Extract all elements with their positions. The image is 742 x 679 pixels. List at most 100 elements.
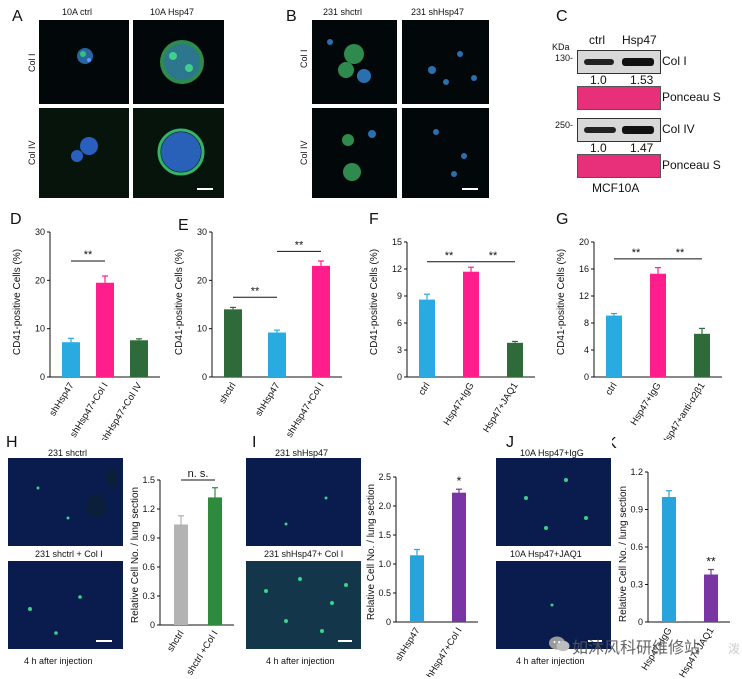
chart-ic-tick-label: 1.5 — [378, 530, 391, 540]
panel-b-col2-label: 231 shHsp47 — [411, 7, 465, 17]
chart-f-tick-label: 0 — [397, 372, 402, 382]
chart-g-y-axis-label: CD41-positive Cells (%) — [556, 249, 567, 355]
chart-d-panel-letter: D — [10, 212, 22, 228]
ponceau-stain-2 — [577, 154, 661, 178]
chart-g-bar — [694, 333, 710, 377]
chart-hc-tick-label: 0 — [150, 620, 155, 630]
chart-ic-tick-label: 2.0 — [378, 501, 391, 511]
blot-label-col4: Col IV — [662, 122, 695, 136]
chart-d-bar — [96, 282, 114, 377]
watermark-side-char: 泼 — [728, 642, 741, 656]
blot-col4 — [577, 118, 661, 142]
chart-hc-tick-label: 0.6 — [142, 562, 155, 572]
chart-d-bar — [130, 340, 148, 377]
chart-ic-bar — [410, 555, 424, 622]
blot-quant-col4-hsp47: 1.47 — [630, 141, 654, 155]
chart-g-tick-label: 12 — [579, 291, 589, 301]
chart-f-tick-label: 12 — [392, 264, 402, 274]
ponceau-label-2: Ponceau S — [662, 158, 721, 172]
blot-quant-col4-ctrl: 1.0 — [590, 141, 607, 155]
marker-130: 130- — [555, 53, 574, 63]
chart-f-tick-label: 15 — [392, 237, 402, 247]
micrograph-a-ctrl-col4 — [39, 108, 129, 198]
watermark-text: 如沐风科研维修站 — [572, 638, 701, 657]
panel-label-i: I — [252, 434, 257, 451]
panel-h-bottom-label: 231 shctrl + Col I — [35, 549, 103, 559]
chart-hc-bar — [174, 524, 188, 625]
chart-kc-y-axis-label: Relative Cell No. / lung section — [618, 486, 629, 622]
chart-ic-y-axis-label: Relative Cell No. / lung section — [366, 484, 377, 620]
chart-f-tick-label: 6 — [397, 318, 402, 328]
chart-e-y-axis-label: CD41-positive Cells (%) — [174, 249, 185, 355]
chart-f-category-label: ctrl — [417, 381, 433, 398]
panel-b-row2-label: Col IV — [299, 140, 309, 165]
chart-kc-tick-label: 0.9 — [630, 505, 643, 515]
chart-e-sig-label: ** — [295, 239, 304, 251]
chart-d-tick-label: 10 — [35, 324, 45, 334]
chart-e-category-label: shHsp47+Col I — [284, 381, 326, 440]
chart-kc-bar — [662, 497, 676, 622]
chart-e-category-label: shHsp47 — [253, 381, 282, 419]
chart-f-y-axis-label: CD41-positive Cells (%) — [369, 249, 380, 355]
chart-f-category-label: Hsp47+IgG — [442, 381, 477, 428]
chart-g-tick-label: 0 — [584, 372, 589, 382]
micrograph-a-ctrl-col1 — [39, 20, 129, 104]
chart-f-bar — [419, 299, 435, 377]
panel-a-col1-label: 10A ctrl — [62, 7, 93, 17]
chart-g-category-label: Hsp47+anti-α2β1 — [660, 381, 708, 440]
panel-b-row1-label: Col I — [299, 49, 309, 68]
chart-g-tick-label: 16 — [579, 264, 589, 274]
chart-d-y-axis-label: CD41-positive Cells (%) — [12, 249, 23, 355]
chart-kc-bar — [704, 574, 718, 622]
chart-e-sig-label: ** — [251, 285, 260, 297]
ponceau-stain-1 — [577, 86, 661, 110]
panel-a-col2-label: 10A Hsp47 — [150, 7, 195, 17]
chart-f-bar — [507, 342, 523, 377]
cell-line-label: MCF10A — [592, 181, 640, 195]
chart-d-tick-label: 0 — [40, 372, 45, 382]
micrograph-b-shctrl-col1 — [312, 20, 397, 104]
chart-e: E 0 10 20 30 CD41-positive Cells (%) shctrl shH… — [174, 217, 342, 440]
chart-e-bar — [268, 332, 286, 377]
chart-d-category-label: shHsp47 — [47, 381, 76, 419]
chart-d-tick-label: 20 — [35, 275, 45, 285]
panel-b-col1-label: 231 shctrl — [323, 7, 363, 17]
chart-g-bar — [606, 315, 622, 377]
chart-f-sig-label: ** — [445, 250, 454, 262]
blot-col-ctrl: ctrl — [589, 33, 605, 47]
chart-ic-bar — [452, 492, 466, 622]
micrograph-b-shhsp47-col4 — [402, 108, 489, 198]
chart-e-category-label: shctrl — [217, 381, 238, 406]
chart-kc-star-label: ** — [706, 555, 716, 569]
chart-g-panel-letter: G — [556, 212, 568, 228]
blot-label-col1: Col I — [662, 54, 687, 68]
chart-hc-tick-label: 1.2 — [142, 504, 155, 514]
marker-250: 250- — [555, 120, 574, 130]
chart-hc-tick-label: 0.9 — [142, 533, 155, 543]
panel-a-row1-label: Col I — [27, 53, 37, 72]
chart-g-category-label: Hsp47+IgG — [629, 381, 664, 428]
micrograph-b-shctrl-col4 — [312, 108, 397, 198]
chart-ic-category-label: shHsp47 — [393, 626, 422, 664]
chart-ic-tick-label: 2.5 — [378, 472, 391, 482]
chart-kc-tick-label: 0.6 — [630, 542, 643, 552]
panel-a-row2-label: Col IV — [27, 140, 37, 165]
chart-e-tick-label: 10 — [197, 324, 207, 334]
lung-section-j-igg — [496, 458, 611, 546]
panel-h-top-label: 231 shctrl — [48, 448, 88, 458]
micrograph-a-hsp47-col1 — [133, 20, 224, 104]
chart-e-tick-label: 30 — [197, 227, 207, 237]
blot-quant-col1-ctrl: 1.0 — [590, 73, 607, 87]
micrograph-a-hsp47-col4 — [133, 108, 224, 198]
micrograph-b-shhsp47-col1 — [402, 20, 489, 104]
chart-hc-sig-label: n. s. — [188, 468, 209, 480]
chart-g-tick-label: 20 — [579, 237, 589, 247]
panel-i-foot-label: 4 h after injection — [266, 656, 335, 666]
chart-kc-tick-label: 1.2 — [630, 467, 643, 477]
chart-g-tick-label: 4 — [584, 345, 589, 355]
chart-kc-tick-label: 0 — [638, 617, 643, 627]
chart-g-category-label: ctrl — [604, 381, 620, 398]
